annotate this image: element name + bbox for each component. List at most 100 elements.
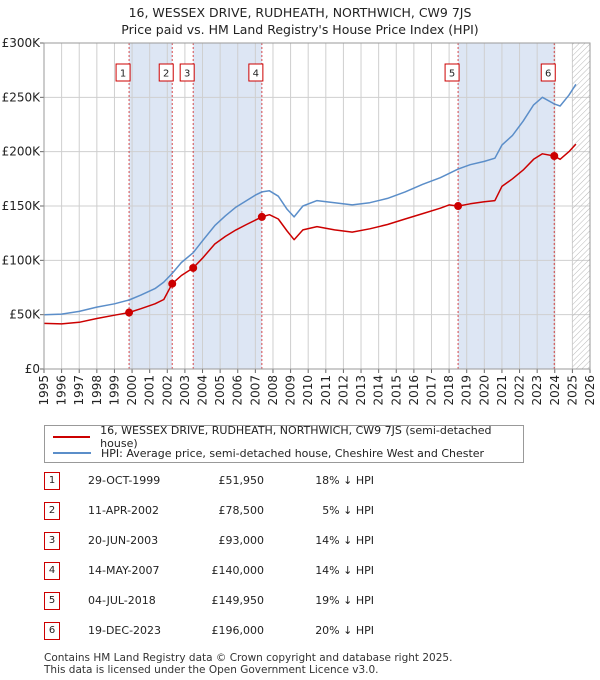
x-tick-label: 1999 [107,375,121,406]
legend-swatch-blue [53,452,91,454]
sale-hpi-diff: 14% ↓ HPI [315,534,374,547]
x-tick-label: 1995 [37,375,51,406]
sale-point [550,152,559,161]
table-row: 6 19-DEC-2023 £196,000 20% ↓ HPI [44,622,424,642]
legend-item-property: 16, WESSEX DRIVE, RUDHEATH, NORTHWICH, C… [53,424,523,450]
legend-label-hpi: HPI: Average price, semi-detached house,… [101,446,485,460]
y-axis-ticks: £0 £50K £100K £150K £200K £250K £300K [2,36,44,376]
y-tick-label: £50K [9,308,41,322]
sale-date: 04-JUL-2018 [88,594,156,607]
price-chart: 1 2 3 4 5 6 £0 £50K £100K £150K £200K £250K £300K 1… [2,36,597,406]
chart-title-line2: Price paid vs. HM Land Registry's House … [121,22,479,37]
sale-number-box [540,63,556,82]
chart-title-line1: 16, WESSEX DRIVE, RUDHEATH, NORTHWICH, C… [128,5,472,20]
sale-hpi-diff: 5% ↓ HPI [322,504,374,517]
sale-date: 29-OCT-1999 [88,474,161,487]
sale-price: £93,000 [218,534,265,547]
x-tick-label: 2022 [513,375,527,406]
x-tick-label: 1997 [72,375,86,406]
sale-point [189,263,198,272]
x-tick-label: 2016 [407,375,421,406]
x-tick-label: 2002 [160,375,174,406]
x-tick-label: 2013 [354,375,368,406]
table-row: 2 11-APR-2002 £78,500 5% ↓ HPI [44,502,424,522]
sale-number-badge: 3 [44,532,60,550]
chart-title: 16, WESSEX DRIVE, RUDHEATH, NORTHWICH, C… [0,4,600,38]
x-tick-label: 2011 [319,375,333,406]
sale-price: £51,950 [218,474,265,487]
x-tick-label: 2018 [442,375,456,406]
sale-number-badge: 2 [44,502,60,520]
sale-hpi-diff: 14% ↓ HPI [315,564,374,577]
table-row: 3 20-JUN-2003 £93,000 14% ↓ HPI [44,532,424,552]
table-row: 1 29-OCT-1999 £51,950 18% ↓ HPI [44,472,424,492]
x-tick-label: 1996 [55,375,69,406]
x-tick-label: 2019 [460,375,474,406]
future-hatch [572,43,590,369]
chart-legend: 16, WESSEX DRIVE, RUDHEATH, NORTHWICH, C… [44,424,524,463]
sale-price: £140,000 [211,564,265,577]
x-tick-label: 2025 [565,375,579,406]
x-tick-label: 2017 [424,375,438,406]
x-tick-label: 2003 [178,375,192,406]
legend-item-hpi: HPI: Average price, semi-detached house,… [53,445,484,461]
x-tick-label: 2014 [372,375,386,406]
sale-number-box [115,63,131,82]
sale-point [168,279,177,288]
table-row: 4 14-MAY-2007 £140,000 14% ↓ HPI [44,562,424,582]
sale-number-label: 5 [449,69,455,80]
x-tick-label: 2020 [477,375,491,406]
sale-number-box [158,63,174,82]
series-line-hpi [43,83,577,316]
x-tick-label: 2005 [213,375,227,406]
x-tick-label: 2007 [248,375,262,406]
sale-point [454,202,463,211]
y-tick-label: £250K [2,90,42,104]
sale-number-box [444,63,460,82]
sale-number-label: 6 [545,69,551,80]
sale-point [257,212,266,221]
y-tick-label: £300K [2,36,42,50]
x-tick-label: 2015 [389,375,403,406]
x-axis-ticks: 1995 1996 1997 1998 1999 2000 2001 2002 2003 2004… [37,369,597,406]
x-tick-label: 2021 [495,375,509,406]
legend-swatch-red [53,436,91,438]
sale-number-label: 1 [120,69,126,80]
sale-date: 14-MAY-2007 [88,564,160,577]
x-tick-label: 2026 [583,375,597,406]
x-tick-label: 1998 [90,375,104,406]
sale-hpi-diff: 20% ↓ HPI [315,624,374,637]
x-tick-label: 2009 [284,375,298,406]
sale-number-boxes: 1 2 3 4 5 6 [115,63,556,82]
sale-date: 20-JUN-2003 [88,534,159,547]
x-tick-label: 2010 [301,375,315,406]
y-tick-label: £200K [2,145,42,159]
y-tick-label: £0 [25,362,40,376]
series-line-property [43,143,577,325]
chart-series [43,83,577,325]
x-tick-label: 2001 [143,375,157,406]
x-tick-label: 2000 [125,375,139,406]
sale-number-box [179,63,195,82]
x-tick-label: 2024 [548,375,562,406]
sale-price: £149,950 [211,594,265,607]
legend-label-property: 16, WESSEX DRIVE, RUDHEATH, NORTHWICH, C… [100,424,492,450]
x-tick-label: 2023 [530,375,544,406]
sale-hpi-diff: 19% ↓ HPI [315,594,374,607]
sale-number-badge: 4 [44,562,60,580]
sale-number-box [248,63,264,82]
footer-attribution: Contains HM Land Registry data © Crown c… [44,652,452,676]
sale-number-label: 4 [253,69,259,80]
x-tick-label: 2004 [196,375,210,406]
sale-hpi-diff: 18% ↓ HPI [315,474,374,487]
footer-line1: Contains HM Land Registry data © Crown c… [44,652,453,664]
sale-number-label: 3 [184,69,190,80]
sale-points [125,152,559,317]
plot-frame [43,42,591,370]
future-hatch-area [572,43,590,369]
x-tick-label: 2012 [336,375,350,406]
sale-date: 19-DEC-2023 [88,624,162,637]
footer-line2: This data is licensed under the Open Gov… [44,664,379,676]
x-tick-label: 2006 [231,375,245,406]
sale-price: £78,500 [218,504,265,517]
